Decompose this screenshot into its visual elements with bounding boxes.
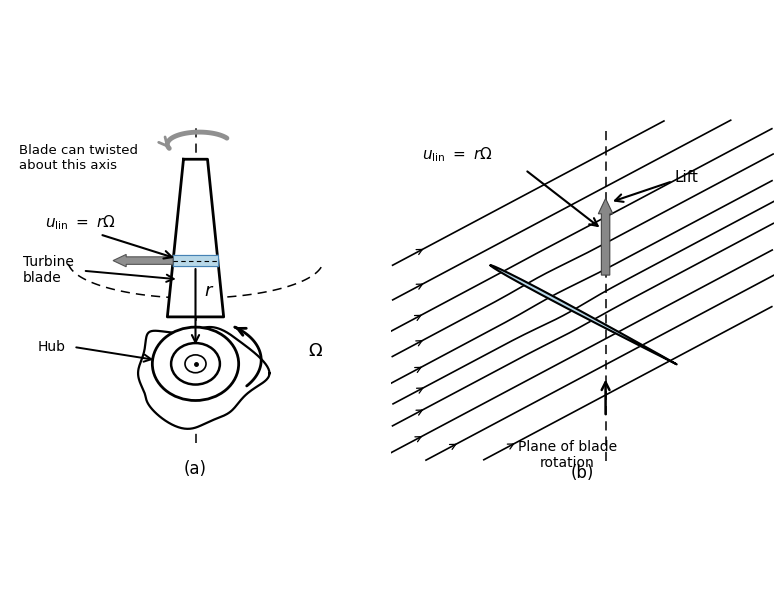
Polygon shape <box>167 159 224 317</box>
Text: $\Omega$: $\Omega$ <box>308 341 323 359</box>
Text: (b): (b) <box>571 464 594 482</box>
Text: $u_{\mathrm{lin}}\ =\ r\Omega$: $u_{\mathrm{lin}}\ =\ r\Omega$ <box>421 145 493 164</box>
Text: Plane of blade
rotation: Plane of blade rotation <box>518 440 617 470</box>
Text: $r$: $r$ <box>204 281 214 299</box>
Text: Hub: Hub <box>38 340 66 354</box>
Text: $u_{\mathrm{lin}}\ =\ r\Omega$: $u_{\mathrm{lin}}\ =\ r\Omega$ <box>45 214 117 232</box>
Text: Blade can twisted
about this axis: Blade can twisted about this axis <box>19 144 138 172</box>
Polygon shape <box>138 327 270 429</box>
Text: Turbine
blade: Turbine blade <box>23 255 74 285</box>
Ellipse shape <box>171 343 220 385</box>
Text: (a): (a) <box>184 460 207 478</box>
FancyArrow shape <box>598 199 613 275</box>
Text: Lift: Lift <box>675 170 698 185</box>
Ellipse shape <box>185 355 206 373</box>
Ellipse shape <box>152 327 239 401</box>
FancyArrow shape <box>113 254 173 267</box>
Polygon shape <box>173 256 218 266</box>
Polygon shape <box>490 265 676 364</box>
